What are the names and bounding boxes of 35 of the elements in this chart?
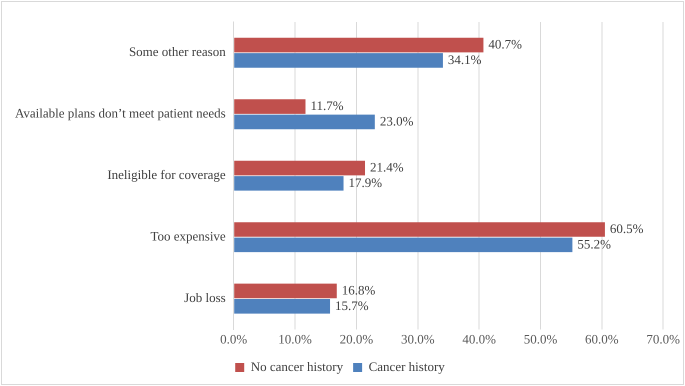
x-tick-label: 40.0% <box>462 332 496 347</box>
x-tick-label: 20.0% <box>340 332 374 347</box>
bar <box>234 284 337 298</box>
data-label: 60.5% <box>610 220 644 236</box>
y-tick-label: Available plans don’t meet patient needs <box>14 106 226 121</box>
bar <box>234 99 306 114</box>
data-label: 17.9% <box>348 174 382 190</box>
bar <box>234 53 443 68</box>
y-tick-label: Too expensive <box>150 228 226 244</box>
data-label: 15.7% <box>335 298 369 313</box>
data-label: 11.7% <box>310 98 344 113</box>
data-label: 34.1% <box>448 52 482 67</box>
data-label: 55.2% <box>577 236 612 252</box>
bar <box>234 38 484 52</box>
data-label: 40.7% <box>488 36 522 52</box>
bar <box>234 160 366 176</box>
bar <box>234 238 572 252</box>
x-tick-label: 0.0% <box>220 332 248 347</box>
data-label: 16.8% <box>342 282 376 298</box>
x-tick-label: 30.0% <box>400 332 435 347</box>
bar <box>234 114 375 130</box>
legend-label: Cancer history <box>368 358 446 374</box>
x-tick-label: 60.0% <box>585 332 619 347</box>
bar <box>234 222 605 237</box>
data-label: 23.0% <box>380 113 414 128</box>
x-tick-label: 50.0% <box>524 332 558 347</box>
bar <box>234 176 344 191</box>
data-label: 21.4% <box>370 159 404 174</box>
x-tick-label: 10.0% <box>278 332 312 347</box>
legend-label: No cancer history <box>250 358 344 374</box>
bar <box>234 299 330 314</box>
y-tick-label: Ineligible for coverage <box>107 167 226 182</box>
x-tick-label: 70.0% <box>646 332 680 347</box>
y-tick-label: Job loss <box>184 290 226 306</box>
y-tick-label: Some other reason <box>128 44 226 60</box>
